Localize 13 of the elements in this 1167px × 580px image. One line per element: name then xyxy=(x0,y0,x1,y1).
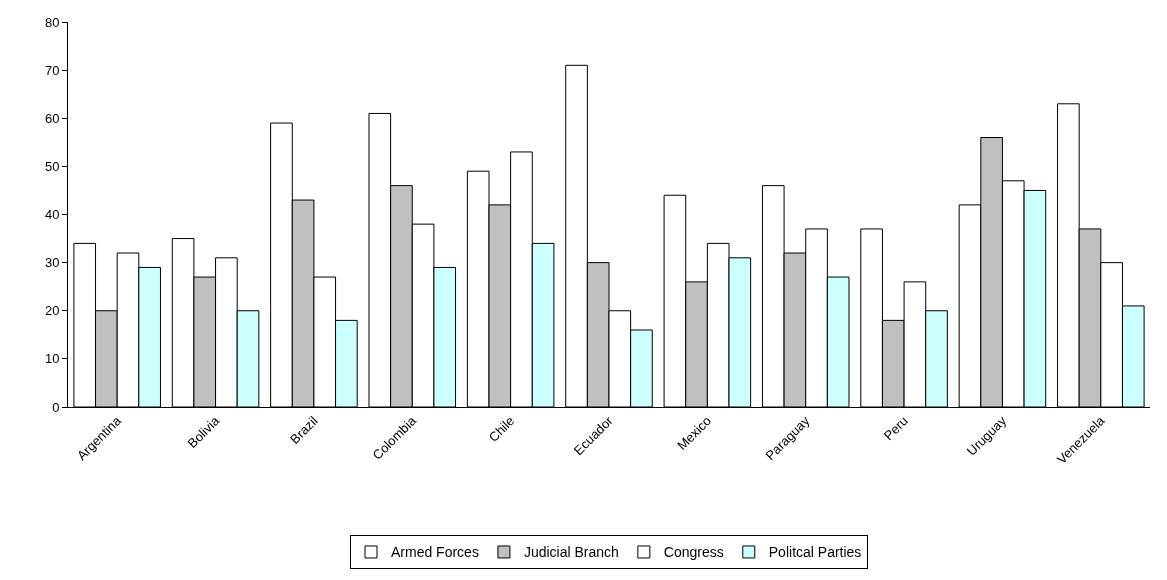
y-tick-label: 60 xyxy=(44,110,60,126)
y-tick-label: 20 xyxy=(44,303,60,319)
legend-label: Congress xyxy=(663,544,724,561)
y-tick-label: 30 xyxy=(44,255,60,271)
legend-label: Judicial Branch xyxy=(523,544,619,561)
legend-label: Armed Forces xyxy=(391,544,479,561)
y-tick-label: 0 xyxy=(52,399,60,415)
y-tick-label: 80 xyxy=(44,14,60,30)
legend-label: Politcal Parties xyxy=(768,544,862,561)
y-tick-label: 40 xyxy=(44,207,60,223)
y-tick-label: 10 xyxy=(44,351,60,367)
y-tick-label: 70 xyxy=(44,62,60,78)
y-tick-label: 50 xyxy=(44,158,60,174)
